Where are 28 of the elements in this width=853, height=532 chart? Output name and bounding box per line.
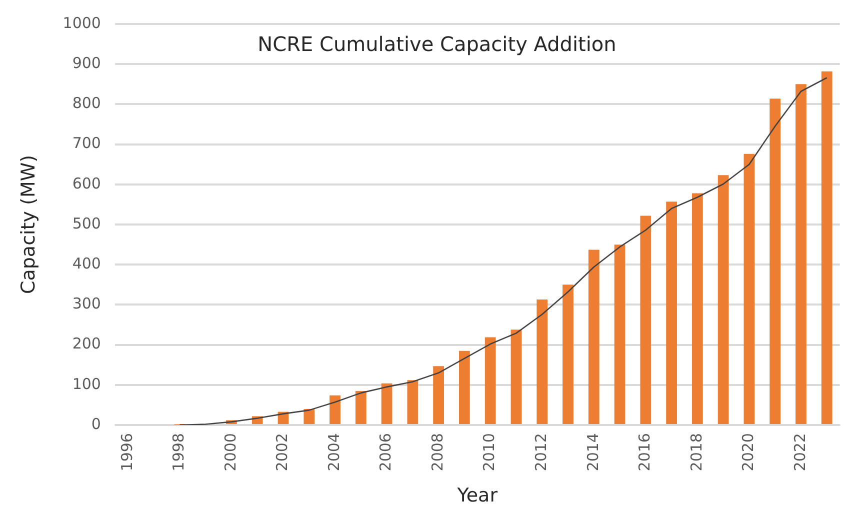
y-tick-label: 0 xyxy=(91,414,101,433)
y-tick-label: 600 xyxy=(72,174,101,192)
x-tick-label: 2016 xyxy=(636,433,654,472)
x-tick-label: 1998 xyxy=(170,433,188,472)
x-axis-title: Year xyxy=(456,484,498,507)
y-tick-label: 800 xyxy=(72,94,101,112)
x-tick-label: 2006 xyxy=(376,433,395,472)
y-tick-label: 300 xyxy=(72,294,101,313)
x-tick-label: 2008 xyxy=(428,433,446,472)
x-tick-label: 2000 xyxy=(221,433,240,472)
x-tick-label: 2022 xyxy=(790,433,809,472)
y-tick-label: 1000 xyxy=(62,14,101,32)
x-tick-label: 2020 xyxy=(739,433,758,472)
x-tick-label: 2004 xyxy=(324,433,343,472)
y-tick-label: 100 xyxy=(72,374,101,393)
y-axis-title: Capacity (MW) xyxy=(17,154,40,294)
x-tick-label: 1996 xyxy=(118,433,136,472)
y-tick-label: 900 xyxy=(72,54,101,72)
text: NCRE Cumulative Capacity Addition xyxy=(258,32,616,56)
x-tick-label: 2014 xyxy=(584,433,602,472)
y-tick-label: 500 xyxy=(72,214,101,232)
x-tick-label: 2012 xyxy=(532,433,550,472)
y-tick-label: 400 xyxy=(72,254,101,273)
x-tick-label: 2002 xyxy=(273,433,292,472)
x-tick-label: 2010 xyxy=(480,433,498,472)
x-tick-label: 2018 xyxy=(687,433,706,472)
y-tick-label: 200 xyxy=(72,334,101,353)
y-tick-label: 700 xyxy=(72,134,101,152)
